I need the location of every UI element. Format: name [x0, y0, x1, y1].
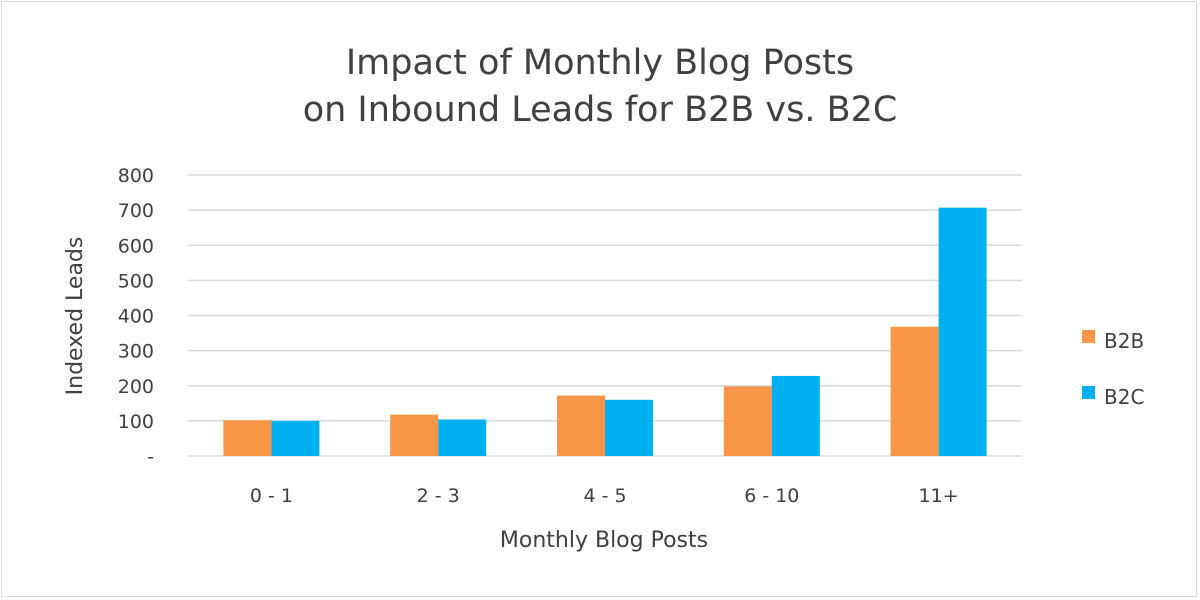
legend-label-b2b: B2B [1104, 329, 1144, 353]
y-tick-label: 200 [118, 376, 154, 398]
y-tick-label: 800 [118, 165, 154, 187]
y-tick-label: 400 [118, 306, 154, 328]
x-tick-label: 6 - 10 [744, 485, 799, 507]
y-tick-label: 300 [118, 341, 154, 363]
y-tick-label: 600 [118, 235, 154, 257]
bar-b2c-1 [438, 419, 487, 456]
y-tick-label: 500 [118, 270, 154, 292]
y-tick-label: - [147, 446, 154, 468]
bar-b2c-4 [938, 207, 987, 456]
x-axis-tick-labels: 0 - 1 2 - 3 4 - 5 6 - 10 11+ [250, 485, 959, 507]
bar-b2b-2 [557, 395, 605, 456]
x-axis-title: Monthly Blog Posts [500, 528, 708, 553]
bar-b2b-1 [390, 414, 439, 456]
bars [223, 207, 987, 456]
bar-b2b-3 [723, 386, 772, 456]
legend-swatch-b2c [1082, 386, 1095, 399]
bar-b2c-3 [771, 375, 820, 456]
y-axis-title: Indexed Leads [63, 237, 88, 396]
legend-swatch-b2b [1082, 330, 1095, 343]
x-tick-label: 11+ [919, 485, 959, 507]
legend-label-b2c: B2C [1104, 385, 1144, 409]
y-tick-label: 700 [118, 200, 154, 222]
bar-b2b-0 [223, 420, 272, 456]
chart-title: Impact of Monthly Blog Posts on Inbound … [303, 43, 898, 130]
x-tick-label: 0 - 1 [250, 485, 293, 507]
bar-b2c-2 [605, 399, 653, 456]
chart-title-line-2: on Inbound Leads for B2B vs. B2C [303, 90, 898, 130]
y-axis-tick-labels: - 100 200 300 400 500 600 700 800 [118, 165, 154, 468]
x-tick-label: 4 - 5 [583, 485, 626, 507]
bar-b2c-0 [271, 420, 320, 456]
bar-b2b-4 [890, 326, 939, 456]
gridlines [188, 174, 1022, 457]
y-tick-label: 100 [118, 411, 154, 433]
chart-title-line-1: Impact of Monthly Blog Posts [346, 43, 854, 83]
legend: B2B B2C [1082, 329, 1144, 409]
x-tick-label: 2 - 3 [417, 485, 460, 507]
